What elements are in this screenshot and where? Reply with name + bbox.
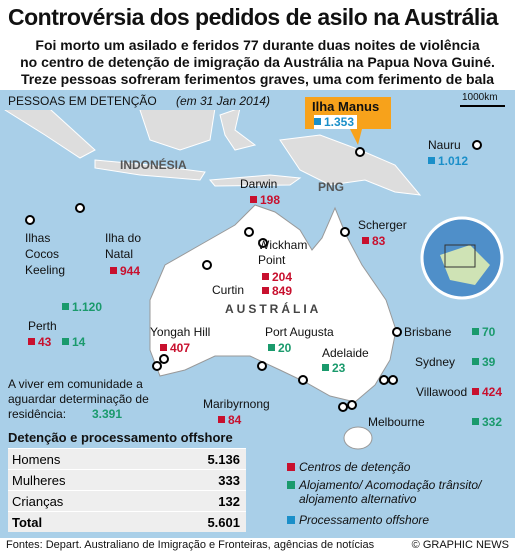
location-value: 23 <box>322 361 345 375</box>
manus-pointer <box>350 129 362 145</box>
location-value: 1.353 <box>314 115 358 129</box>
scale: 1000km <box>462 92 498 103</box>
location-name: Ilha do Natal <box>105 231 142 261</box>
title: Controvérsia dos pedidos de asilo na Aus… <box>8 4 498 30</box>
section-bar <box>0 90 290 110</box>
location-name: Nauru <box>428 138 461 152</box>
location-value: 424 <box>472 385 502 399</box>
location-value: 43 <box>28 335 51 349</box>
location-value: 83 <box>362 234 385 248</box>
location-value: 70 <box>472 325 495 339</box>
subtitle-line: no centro de detenção de imigração da Au… <box>20 54 495 70</box>
location-name: Melbourne <box>368 415 425 429</box>
cell: 132 <box>218 494 240 509</box>
table-title: Detenção e processamento offshore <box>8 428 246 448</box>
australia <box>149 204 397 403</box>
cell: Crianças <box>12 494 64 509</box>
location-name: Perth <box>28 319 57 333</box>
globe-land <box>440 245 490 285</box>
location-name: Darwin <box>240 177 278 191</box>
location-name: Scherger <box>358 218 407 232</box>
cell: Total <box>12 515 43 530</box>
location-name: Port Augusta <box>265 325 334 339</box>
location-value: 1.012 <box>428 154 468 168</box>
location-name: Ilha Manus <box>312 99 380 114</box>
map-label: PNG <box>318 180 345 194</box>
source: Fontes: Depart. Australiano de Imigração… <box>6 539 375 551</box>
location-name: Sydney <box>415 355 456 369</box>
table-row: Crianças 132 <box>8 490 246 511</box>
footer-bg <box>0 538 515 555</box>
location-value: 1.120 <box>62 300 102 314</box>
location-name: Ilhas Cocos Keeling <box>25 231 66 277</box>
community-text: A viver em comunidade a aguardar determi… <box>8 377 149 421</box>
location-name: Wickham Point <box>258 238 308 267</box>
legend-item: Centros de detenção <box>287 460 509 474</box>
community-value: 3.391 <box>92 407 123 421</box>
location-value: 849 <box>262 284 292 298</box>
cell: Mulheres <box>12 473 66 488</box>
new-guinea <box>279 134 422 196</box>
cell: 5.601 <box>207 515 240 530</box>
java <box>94 159 206 181</box>
cell: 333 <box>218 473 240 488</box>
legend-item: Processamento offshore <box>287 513 509 527</box>
location-value: 39 <box>472 355 495 369</box>
globe-frame <box>444 244 476 268</box>
credit: © GRAPHIC NEWS <box>411 539 509 551</box>
map-label: AUSTRÁLIA <box>225 302 322 316</box>
location-value: 944 <box>110 264 140 278</box>
location-value: 332 <box>472 415 502 429</box>
location-value: 14 <box>62 335 85 349</box>
table-row: Total 5.601 <box>8 511 246 532</box>
tasmania <box>343 426 373 450</box>
table-row: Homens 5.136 <box>8 448 246 469</box>
map-label: INDONÉSIA <box>120 158 187 172</box>
location-value: 204 <box>262 270 292 284</box>
legend-item: Alojamento/ Acomodação trânsito/ alojame… <box>287 478 509 506</box>
location-name: Curtin <box>212 283 245 297</box>
cell: Homens <box>12 452 61 467</box>
location-value: 407 <box>160 341 190 355</box>
location-name: Villawood <box>416 385 468 399</box>
dots <box>25 140 482 412</box>
location-name: Adelaide <box>322 346 369 360</box>
location-name: Brisbane <box>404 325 452 339</box>
cell: 5.136 <box>207 452 240 467</box>
location-name: Maribyrnong <box>203 397 270 411</box>
section-date: (em 31 Jan 2014) <box>176 94 271 108</box>
islands <box>209 174 302 187</box>
section-heading: PESSOAS EM DETENÇÃO <box>8 94 157 108</box>
table-row: Mulheres 333 <box>8 469 246 490</box>
location-name: Yongah Hill <box>150 325 211 339</box>
location-value: 84 <box>218 413 241 427</box>
subtitle-line: Foi morto um asilado e feridos 77 durant… <box>35 37 480 53</box>
location-value: 198 <box>250 193 280 207</box>
subtitle-line: Treze pessoas sofreram ferimentos graves… <box>20 71 495 87</box>
location-value: 20 <box>268 341 291 355</box>
